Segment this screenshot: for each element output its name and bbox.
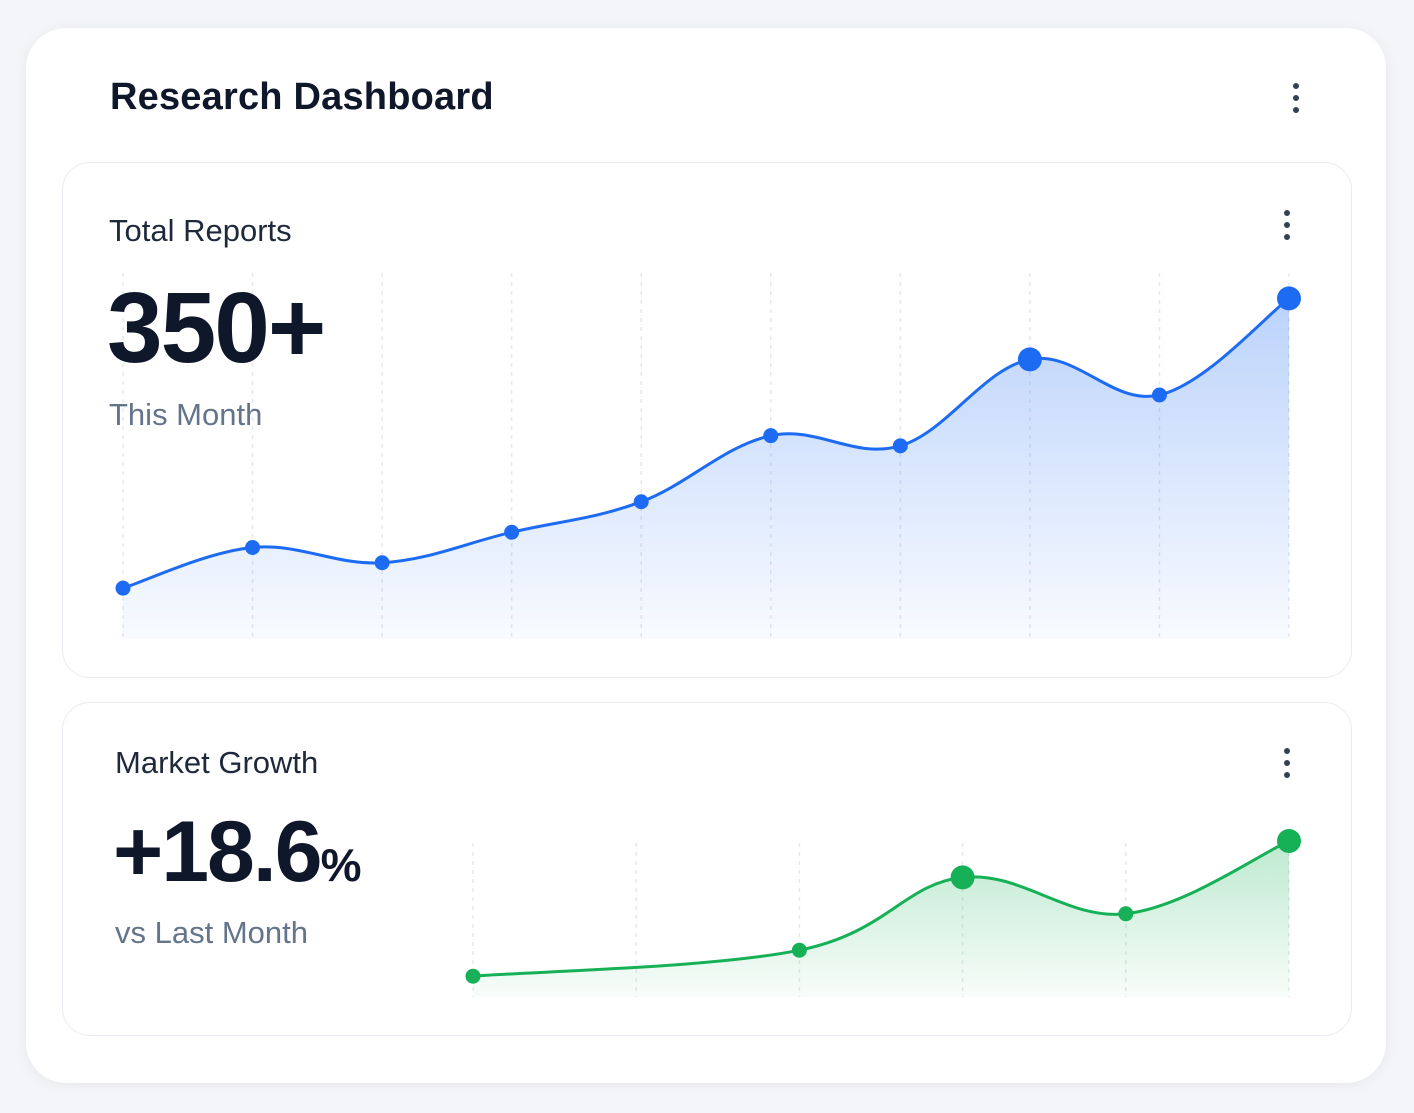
- dashboard-panel: Research Dashboard Total Reports 350+ Th…: [26, 28, 1386, 1083]
- data-point[interactable]: [763, 428, 779, 444]
- more-vertical-icon[interactable]: [1275, 743, 1299, 783]
- data-point[interactable]: [633, 494, 649, 510]
- data-point[interactable]: [1277, 829, 1301, 853]
- value-unit: %: [320, 839, 362, 891]
- card-value: 350+: [107, 272, 326, 384]
- market-growth-card: Market Growth +18.6% vs Last Month: [62, 702, 1352, 1036]
- card-value: +18.6%: [113, 803, 362, 902]
- page-title: Research Dashboard: [110, 76, 494, 118]
- data-point[interactable]: [245, 540, 261, 555]
- data-point[interactable]: [504, 524, 520, 540]
- chart-line: [472, 839, 1290, 978]
- data-point[interactable]: [115, 580, 131, 596]
- card-subtitle: vs Last Month: [115, 915, 308, 950]
- data-point[interactable]: [374, 555, 390, 571]
- data-point[interactable]: [1118, 906, 1134, 922]
- chart-area: [473, 841, 1289, 997]
- more-vertical-icon[interactable]: [1275, 205, 1299, 245]
- chart-area: [123, 298, 1289, 639]
- total-reports-chart: [115, 273, 1301, 639]
- data-point[interactable]: [1277, 286, 1301, 311]
- data-point[interactable]: [791, 942, 807, 958]
- card-label: Total Reports: [109, 213, 292, 248]
- chart-line: [122, 297, 1290, 590]
- total-reports-card: Total Reports 350+ This Month: [62, 162, 1352, 678]
- market-growth-chart: [465, 829, 1301, 997]
- value-number: +18.6: [113, 804, 323, 900]
- data-point[interactable]: [892, 438, 908, 454]
- data-point[interactable]: [1017, 347, 1042, 372]
- more-vertical-icon[interactable]: [1284, 78, 1308, 118]
- data-point[interactable]: [465, 968, 481, 984]
- card-subtitle: This Month: [109, 397, 263, 432]
- card-label: Market Growth: [115, 745, 319, 780]
- data-point[interactable]: [950, 865, 975, 890]
- data-point[interactable]: [1151, 387, 1167, 403]
